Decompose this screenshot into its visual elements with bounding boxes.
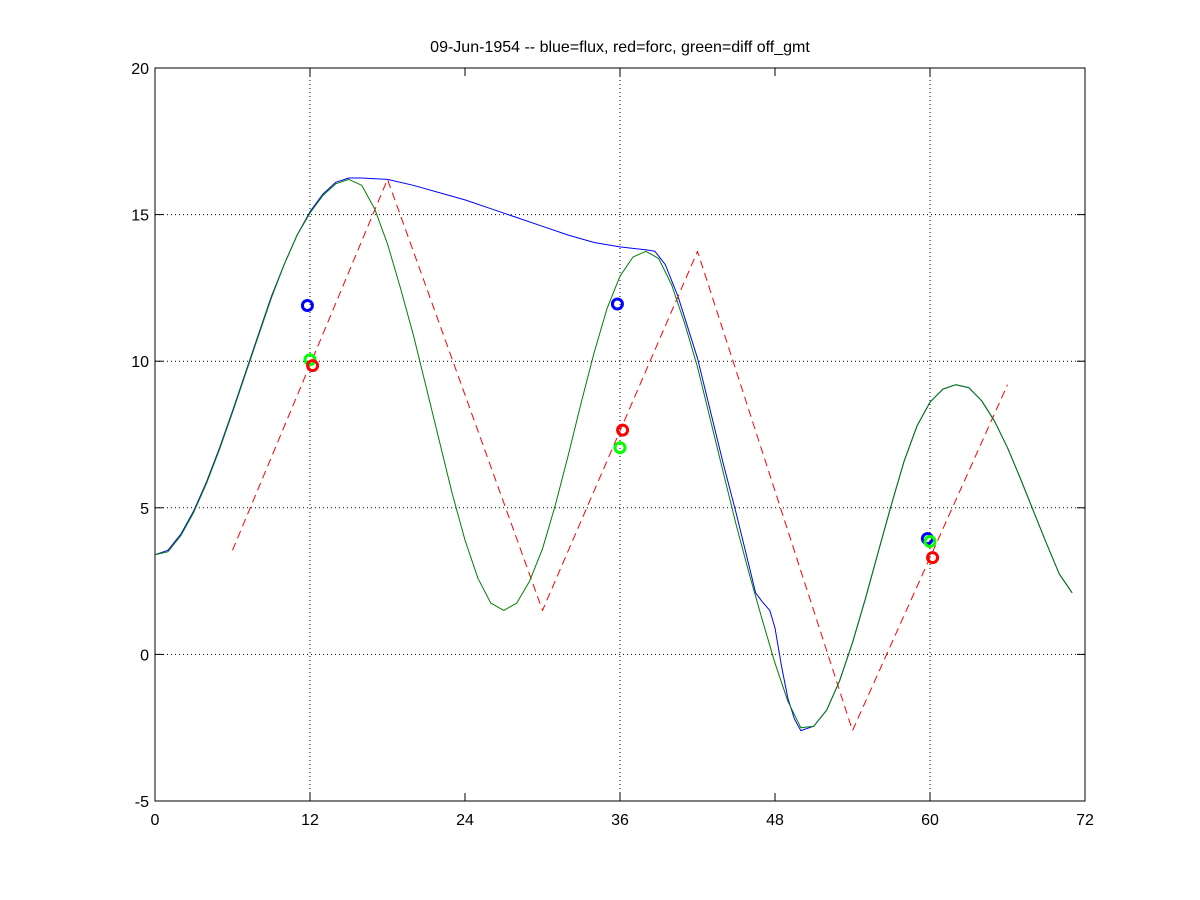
y-tick-label: 20	[131, 61, 149, 78]
x-tick-label: 72	[1076, 812, 1094, 829]
data-marker	[300, 298, 314, 312]
x-tick-label: 12	[301, 812, 319, 829]
series-line-red-dashed	[232, 178, 1008, 732]
y-tick-label: 10	[131, 354, 149, 371]
x-tick-label: 36	[611, 812, 629, 829]
x-tick-label: 60	[921, 812, 939, 829]
data-markers	[300, 297, 940, 565]
data-marker	[610, 297, 624, 311]
grid-lines	[155, 68, 1085, 801]
y-tick-label: 0	[140, 647, 149, 664]
x-tick-label: 48	[766, 812, 784, 829]
y-tick-label: 15	[131, 208, 149, 225]
y-tick-label: -5	[135, 794, 149, 811]
data-series	[154, 177, 1073, 732]
y-tick-label: 5	[140, 501, 149, 518]
data-marker	[926, 551, 940, 565]
chart-title: 09-Jun-1954 -- blue=flux, red=forc, gree…	[430, 39, 810, 56]
x-tick-label: 0	[151, 812, 160, 829]
series-line-green	[154, 178, 1073, 729]
data-marker	[923, 535, 937, 549]
data-marker	[616, 423, 630, 437]
x-tick-label: 24	[456, 812, 474, 829]
data-marker	[613, 441, 627, 455]
data-marker	[306, 359, 320, 373]
